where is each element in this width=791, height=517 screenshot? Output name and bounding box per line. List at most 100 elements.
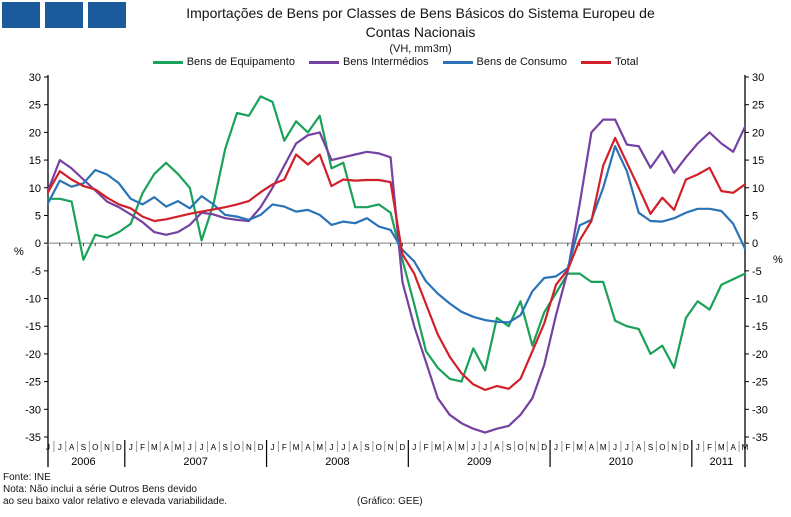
svg-text:2011: 2011 — [710, 456, 734, 468]
svg-text:-25: -25 — [752, 377, 768, 389]
svg-text:-25: -25 — [25, 377, 41, 389]
legend-item: Bens de Equipamento — [152, 56, 295, 68]
svg-text:A: A — [69, 443, 75, 452]
svg-text:M: M — [718, 443, 725, 452]
svg-text:0: 0 — [752, 238, 758, 250]
svg-text:D: D — [258, 443, 264, 452]
svg-text:F: F — [424, 443, 429, 452]
chart-area: -35 -35 -30 -30 -25 -25 -20 -20 -15 -15 -10 -10 -5 -5… — [0, 70, 791, 480]
svg-text:J: J — [330, 443, 334, 452]
svg-text:O: O — [376, 443, 382, 452]
logo — [2, 2, 126, 28]
svg-text:30: 30 — [29, 72, 41, 84]
legend-swatch — [442, 60, 473, 64]
svg-text:-5: -5 — [31, 266, 41, 278]
svg-text:F: F — [282, 443, 287, 452]
line-chart: -35 -35 -30 -30 -25 -25 -20 -20 -15 -15 -10 -10 -5 -5… — [14, 72, 783, 468]
svg-text:D: D — [400, 443, 406, 452]
svg-text:A: A — [211, 443, 217, 452]
svg-text:J: J — [188, 443, 192, 452]
svg-text:N: N — [246, 443, 252, 452]
svg-text:J: J — [554, 443, 558, 452]
svg-text:-30: -30 — [752, 404, 768, 416]
svg-text:J: J — [46, 443, 50, 452]
svg-text:O: O — [517, 443, 523, 452]
legend-label: Total — [615, 56, 639, 68]
source-note: Fonte: INE — [3, 472, 51, 483]
legend-item: Total — [581, 56, 638, 68]
svg-text:O: O — [659, 443, 665, 452]
svg-text:-20: -20 — [25, 349, 41, 361]
svg-text:M: M — [600, 443, 607, 452]
svg-text:J: J — [412, 443, 416, 452]
svg-text:S: S — [81, 443, 86, 452]
svg-text:%: % — [773, 254, 783, 266]
chart-subtitle: (VH, mm3m) — [389, 43, 452, 55]
svg-text:N: N — [529, 443, 535, 452]
svg-text:-5: -5 — [752, 266, 762, 278]
svg-text:M: M — [175, 443, 182, 452]
svg-text:%: % — [14, 246, 24, 258]
svg-text:-10: -10 — [752, 294, 768, 306]
svg-text:30: 30 — [752, 72, 764, 84]
svg-text:M: M — [742, 443, 749, 452]
svg-text:S: S — [648, 443, 653, 452]
svg-text:J: J — [200, 443, 204, 452]
svg-text:20: 20 — [752, 127, 764, 139]
svg-text:-15: -15 — [25, 321, 41, 333]
svg-text:25: 25 — [752, 100, 764, 112]
svg-text:2006: 2006 — [71, 456, 95, 468]
svg-text:D: D — [116, 443, 122, 452]
svg-text:O: O — [92, 443, 98, 452]
credit-note: (Gráfico: GEE) — [357, 496, 423, 507]
svg-text:-10: -10 — [25, 294, 41, 306]
svg-text:-30: -30 — [25, 404, 41, 416]
svg-text:0: 0 — [35, 238, 41, 250]
svg-text:-35: -35 — [25, 432, 41, 444]
svg-text:J: J — [341, 443, 345, 452]
svg-text:M: M — [576, 443, 583, 452]
svg-text:M: M — [151, 443, 158, 452]
svg-text:M: M — [458, 443, 465, 452]
svg-text:5: 5 — [35, 210, 41, 222]
svg-text:20: 20 — [29, 127, 41, 139]
chart-title-line2: Contas Nacionais — [365, 24, 476, 40]
legend-item: Bens Intermédios — [308, 56, 429, 68]
svg-text:N: N — [671, 443, 677, 452]
svg-text:15: 15 — [752, 155, 764, 167]
footer-notes: Fonte: INE Nota: Não inclui a série Outr… — [3, 472, 227, 508]
svg-text:M: M — [316, 443, 323, 452]
legend-swatch — [308, 60, 339, 64]
svg-text:2010: 2010 — [609, 456, 633, 468]
svg-text:J: J — [613, 443, 617, 452]
svg-text:A: A — [494, 443, 500, 452]
svg-text:F: F — [707, 443, 712, 452]
footnote-line2: ao seu baixo valor relativo e elevada va… — [3, 496, 228, 507]
svg-text:N: N — [388, 443, 394, 452]
svg-text:15: 15 — [29, 155, 41, 167]
svg-text:J: J — [270, 443, 274, 452]
legend-swatch — [152, 60, 183, 64]
svg-text:2009: 2009 — [467, 456, 491, 468]
legend-label: Bens de Equipamento — [186, 56, 295, 68]
svg-text:M: M — [293, 443, 300, 452]
svg-text:J: J — [471, 443, 475, 452]
svg-text:J: J — [483, 443, 487, 452]
legend-item: Bens de Consumo — [442, 56, 567, 68]
svg-text:J: J — [696, 443, 700, 452]
svg-text:5: 5 — [752, 210, 758, 222]
legend-label: Bens Intermédios — [342, 56, 429, 68]
svg-text:A: A — [731, 443, 737, 452]
svg-text:F: F — [140, 443, 145, 452]
svg-text:A: A — [447, 443, 453, 452]
svg-text:A: A — [305, 443, 311, 452]
svg-text:D: D — [541, 443, 547, 452]
svg-text:J: J — [129, 443, 133, 452]
svg-text:2008: 2008 — [325, 456, 349, 468]
svg-text:J: J — [625, 443, 629, 452]
chart-legend: Bens de Equipamento Bens Intermédios Bens … — [0, 56, 791, 68]
svg-text:10: 10 — [752, 183, 764, 195]
chart-title-line1: Importações de Bens por Classes de Bens … — [186, 5, 655, 21]
svg-text:-15: -15 — [752, 321, 768, 333]
